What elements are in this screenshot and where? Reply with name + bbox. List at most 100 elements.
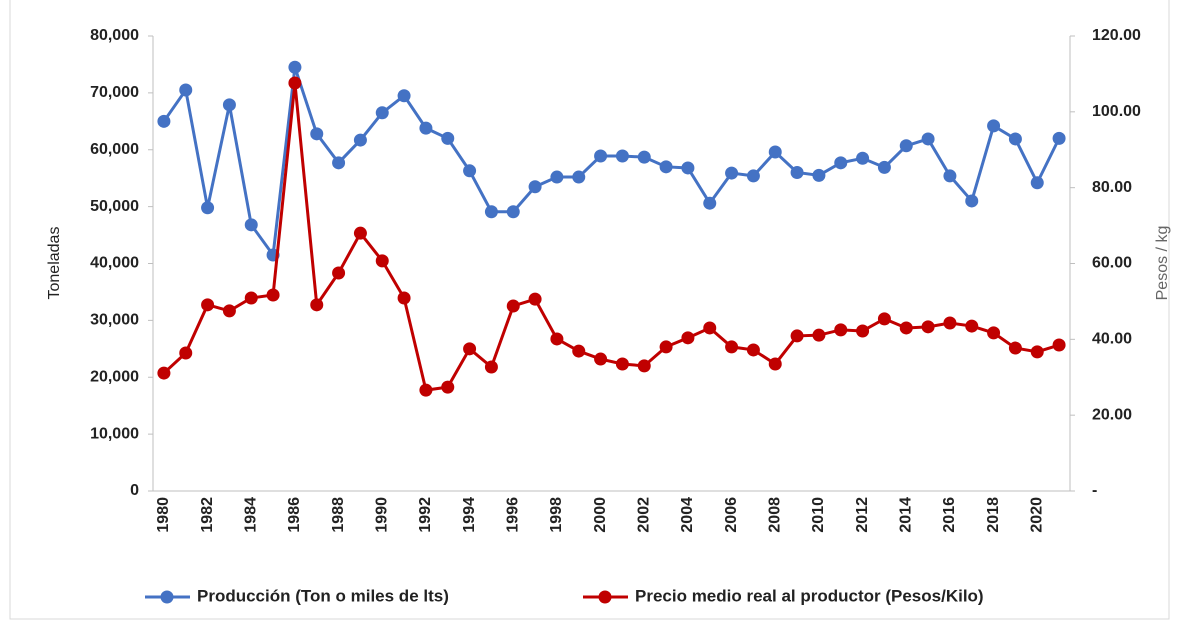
- x-tick-label: 1996: [504, 497, 521, 533]
- x-tick-label: 1984: [242, 497, 259, 533]
- data-point: [506, 205, 520, 219]
- y-axis-title: Toneladas: [46, 227, 63, 300]
- data-point: [375, 254, 389, 268]
- y2-axis-title: Pesos / kg: [1154, 226, 1171, 301]
- data-point: [921, 320, 935, 334]
- data-point: [1008, 341, 1022, 355]
- x-tick-label: 1986: [286, 497, 303, 533]
- y-tick-label: 30,000: [90, 312, 139, 329]
- data-point: [288, 60, 302, 74]
- data-point: [572, 170, 586, 184]
- data-point: [921, 132, 935, 146]
- data-point: [353, 133, 367, 147]
- y2-tick-label: 80.00: [1092, 179, 1132, 196]
- data-point: [725, 166, 739, 180]
- data-point: [703, 196, 717, 210]
- data-point: [375, 106, 389, 120]
- data-point: [725, 340, 739, 354]
- data-point: [965, 319, 979, 333]
- data-point: [899, 321, 913, 335]
- data-point: [790, 329, 804, 343]
- data-point: [768, 145, 782, 159]
- y2-tick-label: 20.00: [1092, 406, 1132, 423]
- data-point: [659, 340, 673, 354]
- x-tick-label: 1980: [155, 497, 172, 533]
- x-tick-label: 1982: [199, 497, 216, 533]
- x-tick-label: 2000: [592, 497, 609, 533]
- y2-tick-label: 40.00: [1092, 331, 1132, 348]
- data-point: [157, 366, 171, 380]
- data-point: [943, 316, 957, 330]
- y2-tick-label: 100.00: [1092, 103, 1141, 120]
- data-point: [703, 321, 717, 335]
- data-point: [746, 343, 760, 357]
- data-point: [1008, 132, 1022, 146]
- data-point: [790, 166, 804, 179]
- series-line: [162, 82, 1060, 392]
- data-point: [637, 150, 651, 164]
- data-point: [528, 180, 542, 194]
- data-point: [812, 328, 826, 342]
- data-point: [987, 326, 1001, 340]
- x-tick-label: 2016: [941, 497, 958, 533]
- x-tick-label: 2008: [766, 497, 783, 533]
- x-tick-label: 2002: [635, 497, 652, 533]
- y-tick-label: 0: [130, 482, 139, 499]
- data-point: [615, 357, 629, 371]
- x-tick-label: 1988: [330, 497, 347, 533]
- y-tick-label: 50,000: [90, 198, 139, 215]
- x-tick-label: 2004: [679, 497, 696, 533]
- data-point: [463, 164, 477, 178]
- y-tick-label: 10,000: [90, 425, 139, 442]
- data-point: [179, 83, 193, 97]
- data-point: [834, 323, 848, 337]
- data-point: [943, 169, 957, 183]
- data-point: [397, 89, 411, 103]
- data-point: [397, 291, 411, 305]
- data-point: [506, 299, 520, 313]
- y2-tick-label: 60.00: [1092, 255, 1132, 272]
- data-point: [244, 291, 258, 305]
- legend-swatch-marker: [598, 590, 612, 604]
- y2-tick-label: 120.00: [1092, 27, 1141, 44]
- data-point: [637, 359, 651, 373]
- y-tick-label: 60,000: [90, 141, 139, 158]
- data-point: [179, 346, 193, 360]
- y-tick-label: 40,000: [90, 255, 139, 272]
- data-point: [1030, 176, 1044, 190]
- data-point: [441, 380, 455, 394]
- data-point: [332, 156, 346, 170]
- data-point: [681, 161, 695, 175]
- data-point: [987, 119, 1001, 133]
- x-tick-label: 2018: [985, 497, 1002, 533]
- data-point: [157, 114, 171, 128]
- x-tick-label: 2014: [897, 497, 914, 533]
- legend-label: Precio medio real al productor (Pesos/Ki…: [635, 586, 984, 605]
- x-tick-label: 2010: [810, 497, 827, 533]
- data-point: [572, 344, 586, 358]
- data-point: [484, 205, 498, 219]
- data-point: [594, 149, 608, 163]
- x-tick-label: 1994: [461, 497, 478, 533]
- data-point: [681, 331, 695, 345]
- data-point: [484, 360, 498, 374]
- data-point: [1052, 338, 1066, 352]
- data-point: [877, 160, 891, 174]
- chart-frame: [9, 0, 1170, 620]
- data-point: [244, 218, 258, 232]
- data-point: [834, 156, 848, 170]
- data-point: [288, 76, 302, 90]
- data-point: [332, 266, 346, 280]
- data-point: [812, 168, 826, 182]
- data-point: [222, 304, 236, 318]
- data-point: [1052, 131, 1066, 145]
- data-point: [419, 121, 433, 135]
- data-point: [441, 131, 455, 145]
- data-point: [856, 151, 870, 165]
- y-tick-label: 70,000: [90, 84, 139, 101]
- data-point: [594, 352, 608, 366]
- data-point: [1030, 345, 1044, 359]
- data-point: [463, 342, 477, 356]
- x-tick-label: 2012: [854, 497, 871, 533]
